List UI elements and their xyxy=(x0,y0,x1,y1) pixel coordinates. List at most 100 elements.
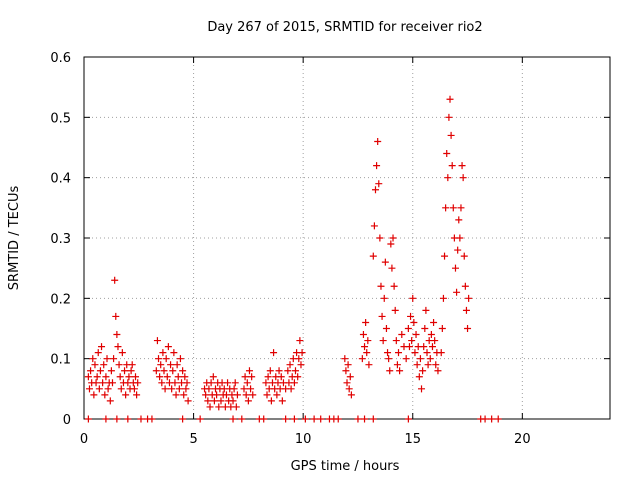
data-point-marker xyxy=(291,367,299,375)
data-point-marker xyxy=(171,379,179,387)
data-point-marker xyxy=(101,391,109,399)
data-point-marker xyxy=(396,367,404,375)
data-point-marker xyxy=(233,391,241,399)
data-point-marker xyxy=(374,137,382,145)
data-point-marker xyxy=(363,349,371,357)
data-point-marker xyxy=(202,391,210,399)
data-point-marker xyxy=(380,294,388,302)
data-point-marker xyxy=(118,349,126,357)
x-tick-label: 5 xyxy=(189,432,197,447)
data-point-marker xyxy=(107,367,115,375)
data-point-marker xyxy=(393,361,401,369)
data-point-marker xyxy=(167,361,175,369)
data-point-marker xyxy=(361,415,369,423)
data-point-marker xyxy=(127,367,135,375)
data-point-marker xyxy=(317,415,325,423)
data-point-marker xyxy=(364,337,372,345)
data-point-marker xyxy=(346,373,354,381)
data-point-marker xyxy=(286,361,294,369)
data-point-marker xyxy=(362,318,370,326)
axis-ticks: 0 5 10 15 20 0 0.1 0.2 0.3 0.4 0.5 0.6 xyxy=(50,51,610,447)
data-point-marker xyxy=(462,306,470,314)
data-point-marker xyxy=(204,397,212,405)
data-point-marker xyxy=(245,367,253,375)
data-point-marker xyxy=(172,391,180,399)
data-point-marker xyxy=(371,186,379,194)
data-point-marker xyxy=(270,349,278,357)
data-point-marker xyxy=(91,361,99,369)
data-point-marker xyxy=(130,385,138,393)
data-point-marker xyxy=(488,415,496,423)
data-point-marker xyxy=(334,415,342,423)
data-point-marker xyxy=(439,294,447,302)
data-point-marker xyxy=(260,415,268,423)
data-point-marker xyxy=(111,276,119,284)
data-point-marker xyxy=(437,349,445,357)
data-point-marker xyxy=(163,373,171,381)
data-point-marker xyxy=(125,373,133,381)
data-point-marker xyxy=(116,373,124,381)
data-point-marker xyxy=(232,403,240,411)
data-point-marker xyxy=(430,318,438,326)
data-point-marker xyxy=(93,373,101,381)
data-point-marker xyxy=(379,337,387,345)
data-point-marker xyxy=(297,361,305,369)
data-point-marker xyxy=(428,343,436,351)
data-point-marker xyxy=(438,325,446,332)
data-point-marker xyxy=(249,391,257,399)
data-point-marker xyxy=(369,252,377,260)
data-point-marker xyxy=(124,415,132,423)
data-point-marker xyxy=(445,113,453,121)
data-point-marker xyxy=(95,385,103,393)
data-point-marker xyxy=(378,312,386,320)
data-point-marker xyxy=(295,355,303,363)
data-point-marker xyxy=(110,355,118,363)
data-point-marker xyxy=(175,385,183,393)
data-point-marker xyxy=(213,391,221,399)
data-point-marker xyxy=(153,337,161,345)
data-point-marker xyxy=(448,162,456,170)
data-point-marker xyxy=(264,373,272,381)
data-point-marker xyxy=(160,367,168,375)
data-point-marker xyxy=(420,343,428,351)
data-point-marker xyxy=(241,373,249,381)
data-point-marker xyxy=(441,252,449,260)
data-point-marker xyxy=(443,150,451,158)
data-point-marker xyxy=(407,312,415,320)
data-point-marker xyxy=(423,349,431,357)
data-point-marker xyxy=(94,349,102,357)
data-point-marker xyxy=(424,361,432,369)
data-point-marker xyxy=(388,264,396,272)
data-point-marker xyxy=(210,397,218,405)
data-point-marker xyxy=(418,385,426,393)
grid-lines xyxy=(84,57,610,419)
data-point-marker xyxy=(267,397,275,405)
y-tick-label: 0.1 xyxy=(50,353,71,368)
data-point-marker xyxy=(128,361,136,369)
data-point-marker xyxy=(391,306,399,314)
data-point-marker xyxy=(180,391,188,399)
data-point-marker xyxy=(381,258,389,266)
data-point-marker xyxy=(156,373,164,381)
data-point-marker xyxy=(263,391,271,399)
data-point-marker xyxy=(342,367,350,375)
data-point-marker xyxy=(345,385,353,393)
data-point-marker xyxy=(248,373,256,381)
data-point-marker xyxy=(369,415,377,423)
data-point-marker xyxy=(85,385,93,393)
data-point-marker xyxy=(217,397,225,405)
data-point-marker xyxy=(421,325,429,332)
data-point-marker xyxy=(282,415,290,423)
data-point-marker xyxy=(205,385,213,393)
data-point-marker xyxy=(464,325,472,332)
data-point-marker xyxy=(410,318,418,326)
data-point-marker xyxy=(416,355,424,363)
data-point-marker xyxy=(209,373,217,381)
data-point-marker xyxy=(152,367,160,375)
y-tick-label: 0.2 xyxy=(50,292,71,307)
data-point-marker xyxy=(115,361,123,369)
data-point-marker xyxy=(176,355,184,363)
data-point-marker xyxy=(405,343,413,351)
data-point-marker xyxy=(117,385,125,393)
y-axis-label: SRMTID / TECUs xyxy=(7,186,22,291)
